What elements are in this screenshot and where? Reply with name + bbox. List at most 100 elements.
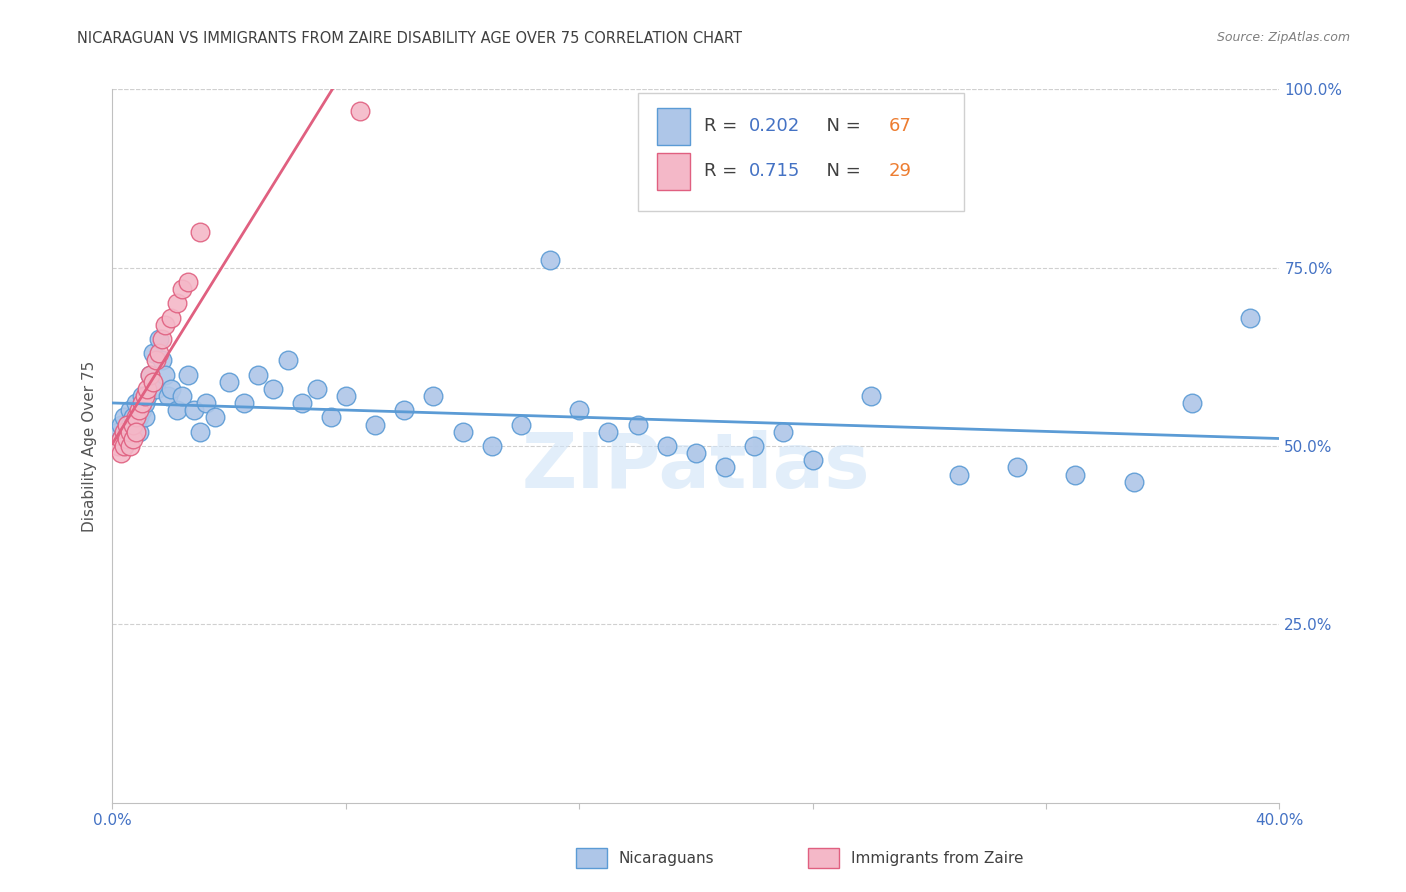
Text: R =: R = — [704, 118, 744, 136]
Point — [131, 403, 153, 417]
Point — [948, 467, 970, 482]
Point — [148, 346, 170, 360]
FancyBboxPatch shape — [658, 108, 690, 145]
Point — [860, 389, 883, 403]
Point — [538, 253, 561, 268]
Point — [394, 403, 416, 417]
Point — [177, 275, 200, 289]
Text: NICARAGUAN VS IMMIGRANTS FROM ZAIRE DISABILITY AGE OVER 75 CORRELATION CHART: NICARAGUAN VS IMMIGRANTS FROM ZAIRE DISA… — [77, 31, 742, 46]
Point — [305, 382, 328, 396]
Point — [145, 353, 167, 368]
Point — [139, 368, 162, 382]
Point — [183, 403, 205, 417]
Point — [142, 346, 165, 360]
Point — [125, 425, 148, 439]
Point — [112, 439, 135, 453]
Text: 0.715: 0.715 — [748, 162, 800, 180]
Point — [107, 439, 129, 453]
Point — [142, 375, 165, 389]
Point — [156, 389, 179, 403]
Text: ZIPatlas: ZIPatlas — [522, 431, 870, 504]
Text: 29: 29 — [889, 162, 911, 180]
FancyBboxPatch shape — [658, 153, 690, 190]
Point — [194, 396, 217, 410]
Point — [136, 382, 159, 396]
Point — [188, 425, 211, 439]
Point — [128, 403, 150, 417]
Point — [1064, 467, 1087, 482]
Point — [107, 425, 129, 439]
Point — [122, 417, 145, 432]
Point — [422, 389, 444, 403]
Point — [509, 417, 531, 432]
Point — [128, 425, 150, 439]
Point — [772, 425, 794, 439]
Point — [110, 446, 132, 460]
Point — [627, 417, 650, 432]
Point — [153, 318, 176, 332]
Point — [481, 439, 503, 453]
Point — [801, 453, 824, 467]
Point — [568, 403, 591, 417]
Point — [115, 425, 138, 439]
Point — [131, 389, 153, 403]
Text: N =: N = — [815, 118, 866, 136]
Point — [136, 389, 159, 403]
Text: Source: ZipAtlas.com: Source: ZipAtlas.com — [1216, 31, 1350, 45]
Point — [1005, 460, 1028, 475]
Point — [172, 282, 194, 296]
Point — [139, 368, 162, 382]
Point — [125, 410, 148, 425]
Point — [128, 410, 150, 425]
Point — [122, 432, 145, 446]
Point — [122, 410, 145, 425]
Point — [110, 432, 132, 446]
Point — [262, 382, 284, 396]
Point — [110, 432, 132, 446]
Point — [349, 103, 371, 118]
Text: Nicaraguans: Nicaraguans — [619, 851, 714, 865]
Point — [153, 368, 176, 382]
Point — [655, 439, 678, 453]
Point — [115, 417, 138, 432]
Point — [118, 439, 141, 453]
Point — [148, 332, 170, 346]
Point — [166, 403, 188, 417]
Point — [160, 310, 183, 325]
FancyBboxPatch shape — [638, 93, 965, 211]
Point — [177, 368, 200, 382]
Point — [188, 225, 211, 239]
Text: R =: R = — [704, 162, 744, 180]
Point — [115, 432, 138, 446]
Point — [118, 403, 141, 417]
Point — [131, 396, 153, 410]
Point — [166, 296, 188, 310]
Point — [276, 353, 298, 368]
Point — [204, 410, 226, 425]
Point — [145, 382, 167, 396]
Point — [451, 425, 474, 439]
Point — [112, 410, 135, 425]
Point — [742, 439, 765, 453]
Text: 67: 67 — [889, 118, 911, 136]
Text: Immigrants from Zaire: Immigrants from Zaire — [851, 851, 1024, 865]
Point — [134, 410, 156, 425]
Point — [125, 417, 148, 432]
Point — [335, 389, 357, 403]
Point — [172, 389, 194, 403]
Y-axis label: Disability Age Over 75: Disability Age Over 75 — [82, 360, 97, 532]
Point — [1239, 310, 1261, 325]
Text: 0.202: 0.202 — [748, 118, 800, 136]
Point — [364, 417, 387, 432]
Point — [118, 425, 141, 439]
Point — [247, 368, 270, 382]
Point — [134, 396, 156, 410]
Point — [125, 396, 148, 410]
Point — [122, 425, 145, 439]
Point — [291, 396, 314, 410]
Point — [598, 425, 620, 439]
Point — [232, 396, 254, 410]
Point — [685, 446, 707, 460]
Point — [321, 410, 343, 425]
Point — [134, 389, 156, 403]
